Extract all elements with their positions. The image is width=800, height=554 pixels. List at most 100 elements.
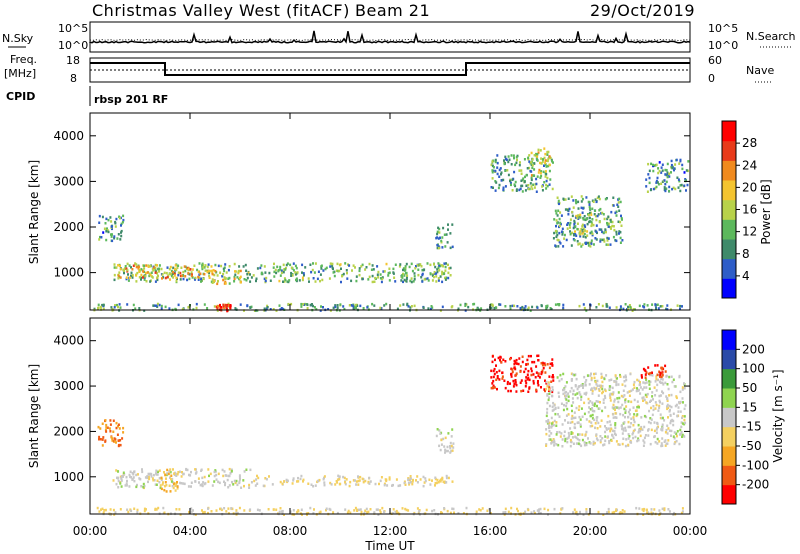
velocity-ytick-label: 3000 (53, 379, 84, 393)
nave-label: Nave (746, 64, 774, 77)
power-colorbar-tick: 16 (742, 203, 757, 217)
velocity-region-1 (112, 467, 253, 490)
power-region-4 (98, 214, 125, 243)
freq-label: Freq. (10, 53, 37, 66)
power-region-5 (435, 223, 454, 250)
velocity-yaxis: 1000 2000 3000 4000 (53, 334, 690, 484)
velocity-colorbar-swatch (722, 368, 736, 389)
power-ytick-label: 2000 (53, 220, 84, 234)
power-ytick-label: 3000 (53, 174, 84, 188)
velocity-colorbar-tick: 50 (742, 381, 757, 395)
velocity-ytick-label: 1000 (53, 470, 84, 484)
power-colorbar-tick: 4 (742, 269, 750, 283)
power-region-6 (490, 154, 554, 193)
noise-panel: N.Sky 10^5 10^0 10^5 10^0 N.Search (2, 21, 796, 53)
power-ylabel: Slant Range [km] (27, 160, 41, 264)
freq-unit-label: [MHz] (4, 67, 36, 80)
plot-title: Christmas Valley West (fitACF) (92, 1, 350, 20)
time-tick-label: 08:00 (273, 524, 308, 538)
noise-tick-bottom-right: 10^0 (708, 39, 738, 52)
time-tick-label: 00:00 (73, 524, 108, 538)
velocity-region-7 (545, 372, 687, 448)
velocity-ytick-label: 4000 (53, 334, 84, 348)
time-tick-label: 16:00 (473, 524, 508, 538)
freq-panel: Freq. [MHz] 18 8 60 0 Nave (4, 53, 774, 85)
velocity-colorbar-tick: 15 (742, 400, 757, 414)
power-colorbar-tick: 28 (742, 136, 757, 150)
power-region-0 (93, 302, 683, 312)
power-region-7 (530, 147, 552, 180)
velocity-ylabel: Slant Range [km] (27, 364, 41, 468)
power-region-2 (115, 264, 205, 280)
time-axis-label: Time UT (364, 539, 415, 553)
power-region-3 (202, 269, 242, 286)
power-colorbar-swatch (722, 180, 736, 201)
velocity-region-5 (435, 428, 455, 454)
nave-tick-bottom: 0 (708, 72, 715, 85)
velocity-colorbar-tick: 200 (742, 342, 765, 356)
velocity-colorbar-tick: -50 (742, 439, 762, 453)
time-tick-label: 04:00 (173, 524, 208, 538)
time-tick-label: 00:00 (673, 524, 708, 538)
frequency-trace (90, 62, 690, 76)
velocity-colorbar-swatch (722, 426, 736, 447)
noise-search-trace (89, 38, 691, 42)
power-ytick-label: 1000 (53, 266, 84, 280)
velocity-colorbar: 200 100 50 15 -15 -50 -100 -200 (721, 329, 769, 505)
velocity-region-4 (97, 419, 125, 448)
power-ytick-label: 4000 (53, 129, 84, 143)
power-colorbar-tick: 12 (742, 225, 757, 239)
velocity-colorbar-swatch (722, 465, 736, 486)
power-colorbar-tick: 8 (742, 247, 750, 261)
cpid-value: rbsp 201 RF (94, 93, 168, 106)
power-colorbar: 28 24 20 16 12 8 4 (721, 120, 757, 299)
noise-sky-trace (89, 30, 691, 44)
power-region-8 (552, 195, 624, 248)
velocity-colorbar-label: Velocity [m s⁻¹] (771, 369, 785, 462)
power-colorbar-swatch (722, 258, 736, 279)
nsearch-label: N.Search (746, 30, 796, 43)
velocity-colorbar-tick: -200 (742, 478, 769, 492)
velocity-region-2 (253, 474, 454, 488)
nave-tick-top: 60 (708, 54, 722, 67)
cpid-panel: CPID rbsp 201 RF (6, 86, 168, 106)
velocity-colorbar-swatch (722, 388, 736, 408)
velocity-ytick-label: 2000 (53, 424, 84, 438)
freq-tick-bottom: 8 (70, 72, 77, 85)
velocity-panel: 1000 2000 3000 4000 Slant Range [km] 200 100… (27, 317, 785, 516)
time-tick-label: 20:00 (573, 524, 608, 538)
power-colorbar-swatch (722, 140, 736, 161)
power-region-9 (573, 213, 594, 239)
power-colorbar-label: Power [dB] (759, 179, 773, 244)
velocity-colorbar-swatch (722, 330, 736, 350)
time-axis: 00:00 04:00 08:00 12:00 16:00 20:00 00:00 (73, 113, 708, 538)
power-colorbar-tick: 24 (742, 158, 757, 172)
velocity-colorbar-tick: -15 (742, 420, 762, 434)
power-region-11 (215, 303, 232, 313)
power-colorbar-swatch (722, 239, 736, 260)
noise-tick-top-left: 10^5 (58, 22, 88, 35)
velocity-colorbar-swatch (722, 484, 736, 505)
power-data (93, 147, 690, 313)
beam-label: Beam 21 (355, 1, 430, 20)
velocity-region-8 (640, 364, 667, 379)
power-region-10 (645, 158, 690, 193)
noise-tick-bottom-left: 10^0 (58, 39, 88, 52)
velocity-colorbar-swatch (722, 349, 736, 370)
time-tick-label: 12:00 (373, 524, 408, 538)
cpid-label: CPID (6, 90, 35, 103)
velocity-colorbar-swatch (722, 407, 736, 428)
freq-tick-top: 18 (66, 54, 80, 67)
velocity-colorbar-tick: 100 (742, 362, 765, 376)
velocity-data (96, 354, 687, 516)
power-panel: 1000 2000 3000 4000 Slant Range [km] 28 24 20… (27, 112, 773, 313)
velocity-region-6 (490, 354, 555, 394)
nsky-label: N.Sky (2, 32, 34, 45)
power-colorbar-tick: 20 (742, 180, 757, 194)
velocity-colorbar-swatch (722, 446, 736, 466)
date-label: 29/Oct/2019 (590, 1, 695, 20)
power-colorbar-swatch (722, 160, 736, 181)
velocity-region-3 (160, 468, 180, 493)
noise-tick-top-right: 10^5 (708, 22, 738, 35)
